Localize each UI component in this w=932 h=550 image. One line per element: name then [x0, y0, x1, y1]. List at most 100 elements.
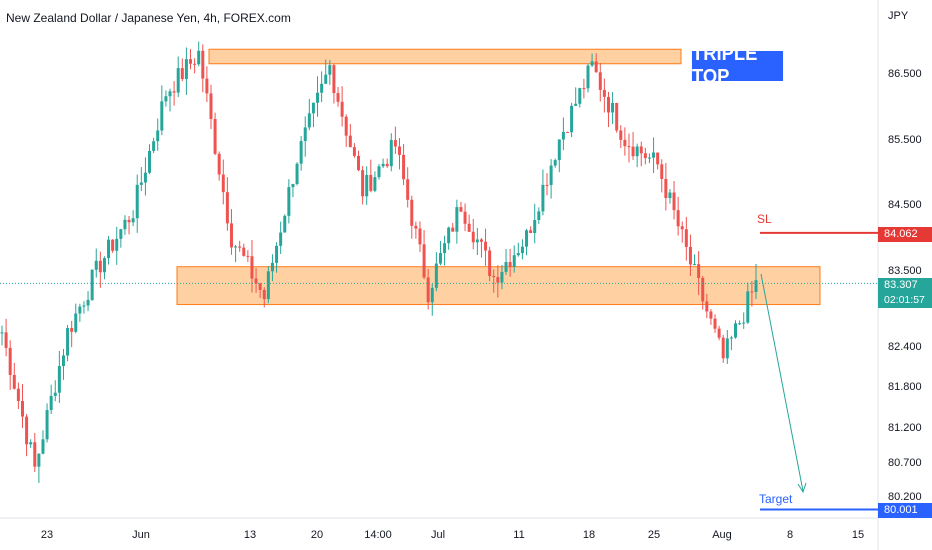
candle-body: [578, 88, 582, 104]
candle-body: [115, 238, 119, 251]
candle-body: [123, 219, 127, 230]
candle-body: [20, 401, 24, 417]
x-tick-label: Jul: [431, 529, 445, 541]
candle-body: [697, 264, 701, 278]
candle-body: [443, 243, 447, 254]
candle-body: [361, 170, 365, 197]
candle-body: [156, 130, 160, 142]
candle-body: [16, 388, 20, 402]
candle-body: [250, 256, 254, 279]
candle-body: [217, 153, 221, 175]
candle-body: [684, 229, 688, 247]
y-tick-label: 86.500: [888, 68, 922, 80]
candle-body: [172, 91, 176, 93]
candle-body: [324, 74, 328, 84]
stop-loss-label[interactable]: SL: [757, 212, 772, 226]
candle-body: [221, 174, 225, 193]
candle-body: [61, 355, 65, 367]
candle-body: [664, 178, 668, 199]
candle-body: [484, 241, 488, 251]
candle-body: [86, 299, 90, 306]
candle-body: [570, 105, 574, 133]
candle-body: [78, 306, 82, 314]
candle-body: [533, 219, 537, 234]
candle-body: [701, 277, 705, 302]
x-tick-label: 11: [513, 529, 524, 541]
candle-body: [0, 332, 4, 334]
candle-body: [262, 289, 266, 300]
candle-body: [488, 250, 492, 276]
candle-body: [209, 93, 213, 119]
candle-body: [201, 50, 205, 79]
triple-top-label[interactable]: TRIPLE TOP: [691, 43, 784, 88]
candle-body: [197, 50, 201, 65]
candle-body: [295, 163, 299, 184]
candle-body: [434, 263, 438, 288]
x-tick-label: 8: [787, 529, 793, 541]
candle-body: [676, 210, 680, 227]
candle-body: [393, 140, 397, 147]
projection-arrow: [760, 273, 804, 492]
candle-body: [193, 63, 197, 65]
candle-body: [459, 207, 463, 212]
candle-body: [529, 230, 533, 234]
candle-body: [279, 232, 283, 246]
candle-body: [647, 157, 651, 159]
candle-body: [365, 174, 369, 197]
candle-body: [738, 323, 742, 325]
target-label[interactable]: Target: [759, 492, 793, 506]
candle-body: [615, 102, 619, 131]
candle-body: [557, 139, 561, 161]
candle-body: [492, 275, 496, 278]
candle-body: [176, 68, 180, 93]
candle-body: [590, 61, 594, 66]
candle-body: [148, 150, 152, 173]
candle-body: [508, 262, 512, 267]
candle-body: [234, 246, 238, 248]
current-price-tag: 83.307 02:01:57: [878, 278, 932, 308]
x-tick-label: 25: [648, 529, 660, 541]
candle-body: [266, 271, 270, 300]
candle-body: [45, 410, 49, 440]
candle-body: [537, 211, 541, 220]
target-price-tag: 80.001: [878, 503, 932, 518]
currency-label: JPY: [888, 10, 909, 22]
x-tick-label: 23: [41, 529, 53, 541]
candle-body: [455, 207, 459, 232]
candle-body: [344, 116, 348, 136]
candle-body: [254, 278, 258, 284]
candle-body: [229, 223, 233, 248]
candle-body: [688, 246, 692, 265]
candle-body: [246, 255, 250, 257]
candle-body: [4, 332, 8, 348]
candle-body: [119, 229, 123, 239]
candle-body: [57, 366, 61, 393]
y-tick-label: 84.500: [888, 199, 922, 211]
candle-body: [623, 139, 627, 147]
candle-body: [471, 231, 475, 243]
candle-body: [127, 219, 131, 223]
candle-body: [438, 253, 442, 264]
candle-body: [33, 442, 37, 467]
chart-title: New Zealand Dollar / Japanese Yen, 4h, F…: [6, 11, 291, 25]
candle-body: [606, 96, 610, 113]
candle-body: [672, 192, 676, 211]
candle-body: [447, 227, 451, 244]
bar-countdown: 02:01:57: [884, 294, 925, 306]
candle-body: [582, 88, 586, 90]
candle-body: [414, 225, 418, 229]
candle-body: [66, 328, 70, 356]
x-tick-label: 14:00: [364, 529, 392, 541]
candle-body: [111, 239, 115, 251]
candle-body: [717, 328, 721, 338]
candle-body: [660, 164, 664, 179]
support-zone: [176, 266, 821, 306]
candle-body: [721, 337, 725, 359]
candle-body: [602, 89, 606, 97]
y-tick-label: 85.500: [888, 134, 922, 146]
candle-body: [541, 184, 545, 212]
candle-body: [205, 78, 209, 94]
candle-body: [668, 192, 672, 199]
